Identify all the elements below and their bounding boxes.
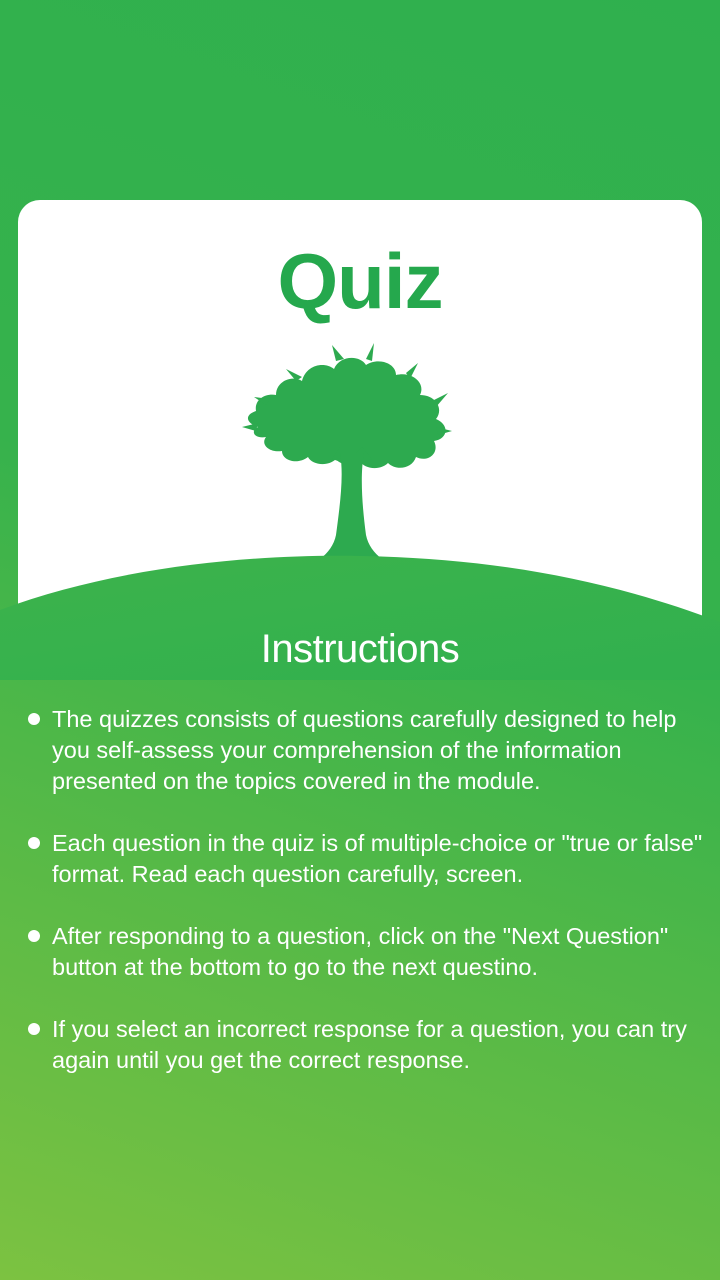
- list-item: After responding to a question, click on…: [26, 921, 706, 983]
- instructions-list: The quizzes consists of questions carefu…: [26, 704, 706, 1107]
- list-item-text: After responding to a question, click on…: [52, 923, 669, 980]
- list-item: The quizzes consists of questions carefu…: [26, 704, 706, 797]
- bullet-icon: [28, 837, 40, 849]
- page-title: Quiz: [277, 237, 444, 325]
- list-item: If you select an incorrect response for …: [26, 1014, 706, 1076]
- hill-graphic: [0, 555, 720, 680]
- bullet-icon: [28, 930, 40, 942]
- list-item-text: The quizzes consists of questions carefu…: [52, 706, 677, 794]
- bullet-icon: [28, 713, 40, 725]
- tree-icon: [242, 343, 452, 573]
- list-item: Each question in the quiz is of multiple…: [26, 828, 706, 890]
- bullet-icon: [28, 1023, 40, 1035]
- list-item-text: Each question in the quiz is of multiple…: [52, 830, 703, 887]
- list-item-text: If you select an incorrect response for …: [52, 1016, 687, 1073]
- instructions-heading: Instructions: [260, 627, 460, 671]
